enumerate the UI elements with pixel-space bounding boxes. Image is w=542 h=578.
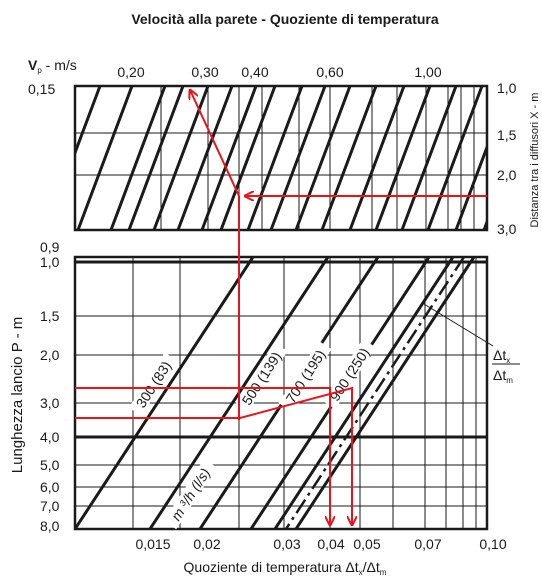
throw-length-tick: 8,0 xyxy=(40,518,60,534)
throw-length-tick: 1,5 xyxy=(40,308,60,324)
axis-label-mid: /Δt xyxy=(363,559,380,575)
distance-axis-label: Distanza tra i diffusori X - m xyxy=(529,93,541,228)
velocity-axis-value: 0,15 xyxy=(28,81,55,97)
throw-length-axis-label: Lunghezza lancio P - m xyxy=(9,317,26,473)
ratio-denominator-subscript: m xyxy=(506,376,513,385)
velocity-line xyxy=(176,86,234,230)
ratio-denominator: Δtm xyxy=(493,367,513,385)
throw-length-tick: 0,9 xyxy=(40,239,60,255)
flow-label: 900 (250) xyxy=(326,345,372,404)
velocity-line xyxy=(269,86,327,230)
velocity-ticks: 0,20 0,30 0,40 0,60 1,00 xyxy=(117,64,441,80)
flow-labels: 300 (83) 500 (139) 700 (195) 900 (250) m… xyxy=(128,338,376,530)
velocity-line xyxy=(454,143,487,230)
velocity-line xyxy=(127,86,185,230)
temperature-ratio-tick: 0,03 xyxy=(273,536,300,552)
ratio-callout-leader xyxy=(423,303,494,347)
top-horizontal-grid xyxy=(75,132,487,176)
ratio-numerator: Δtx xyxy=(493,347,510,365)
temperature-ratio-tick: 0,10 xyxy=(479,536,506,552)
velocity-line xyxy=(75,86,102,157)
velocity-line xyxy=(400,86,458,230)
velocity-tick: 1,00 xyxy=(414,64,441,80)
distance-tick: 1,0 xyxy=(497,80,517,96)
flow-axis-label: m ³/h (l/s) xyxy=(168,465,214,523)
velocity-axis-label: Vp - m/s xyxy=(28,57,77,75)
axis-label-sub-x: x xyxy=(359,568,363,577)
distance-tick: 3,0 xyxy=(497,221,517,237)
velocity-line xyxy=(76,86,134,230)
velocity-axis-subscript: p xyxy=(37,66,42,75)
ratio-numerator-symbol: Δt xyxy=(493,347,506,363)
top-panel: Vp - m/s 0,15 0,20 0,30 0,40 0,60 1,00 1… xyxy=(28,57,541,237)
flow-line xyxy=(273,257,455,529)
velocity-tick: 0,40 xyxy=(241,64,268,80)
top-panel-frame xyxy=(73,84,489,232)
velocity-line xyxy=(294,86,352,230)
velocity-line xyxy=(320,86,378,230)
throw-length-tick: 3,0 xyxy=(40,395,60,411)
throw-length-tick: 7,0 xyxy=(40,498,60,514)
distance-tick: 2,0 xyxy=(497,167,517,183)
velocity-lines xyxy=(75,86,487,230)
temperature-ratio-tick: 0,015 xyxy=(135,536,170,552)
throw-length-tick: 5,0 xyxy=(40,457,60,473)
velocity-line xyxy=(109,86,167,230)
bottom-panel-frame xyxy=(73,255,489,531)
distance-tick: 1,5 xyxy=(497,127,517,143)
throw-length-tick: 1,0 xyxy=(40,254,60,270)
guide-path-result xyxy=(75,386,352,525)
velocity-axis-unit: - m/s xyxy=(42,57,77,73)
ratio-denominator-symbol: Δt xyxy=(493,367,506,383)
temperature-ratio-tick: 0,07 xyxy=(414,536,441,552)
velocity-tick: 0,60 xyxy=(316,64,343,80)
distance-ticks: 1,0 1,5 2,0 3,0 xyxy=(497,80,517,237)
throw-length-tick: 6,0 xyxy=(40,479,60,495)
temperature-ratio-tick: 0,05 xyxy=(353,536,380,552)
flow-line xyxy=(75,257,255,529)
temperature-ratio-tick: 0,02 xyxy=(193,536,220,552)
flow-line xyxy=(294,257,476,529)
throw-length-tick: 4,0 xyxy=(40,429,60,445)
velocity-tick: 0,20 xyxy=(117,64,144,80)
throw-length-ticks: 0,9 1,0 1,5 2,0 3,0 4,0 5,0 6,0 7,0 8,0 xyxy=(40,239,60,534)
axis-label-main: Quoziente di temperatura Δt xyxy=(184,559,359,575)
velocity-axis-symbol: V xyxy=(28,57,38,73)
axis-label-sub-m: m xyxy=(380,568,387,577)
throw-length-tick: 2,0 xyxy=(40,347,60,363)
velocity-line xyxy=(219,86,277,230)
bottom-panel: 300 (83) 500 (139) 700 (195) 900 (250) m… xyxy=(9,239,520,577)
temperature-ratio-line xyxy=(284,257,466,529)
velocity-line xyxy=(348,86,406,230)
temperature-ratio-tick: 0,04 xyxy=(317,536,344,552)
example-reading-path xyxy=(75,90,487,525)
velocity-line xyxy=(426,86,484,230)
velocity-line xyxy=(152,86,210,230)
chart-title: Velocità alla parete - Quoziente di temp… xyxy=(131,11,439,27)
ratio-numerator-subscript: x xyxy=(506,356,510,365)
guide-path-throw xyxy=(75,387,330,525)
velocity-line xyxy=(246,86,304,230)
velocity-tick: 0,30 xyxy=(191,64,218,80)
temperature-ratio-axis-label: Quoziente di temperatura Δtx/Δtm xyxy=(184,559,387,577)
velocity-line xyxy=(200,86,258,230)
guide-path-velocity xyxy=(190,90,240,420)
temperature-ratio-ticks: 0,015 0,02 0,03 0,04 0,05 0,07 0,10 xyxy=(135,536,506,552)
flow-lines xyxy=(75,257,476,529)
velocity-line xyxy=(374,86,432,230)
ratio-callout: Δtx Δtm xyxy=(423,303,520,385)
